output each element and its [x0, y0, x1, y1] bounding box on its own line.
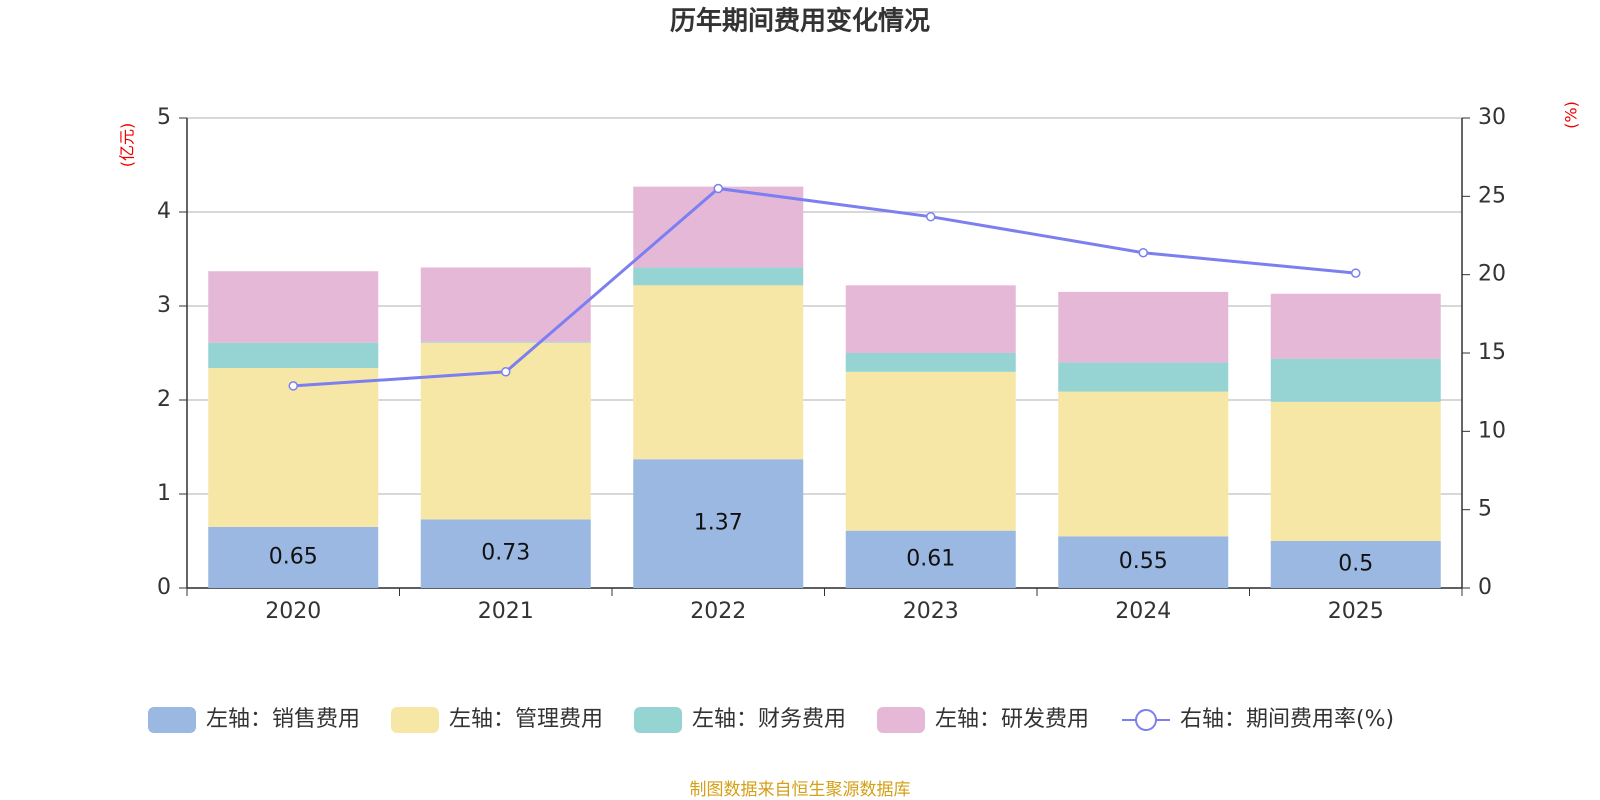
- bar-segment: [1270, 293, 1441, 359]
- bar-segment: [1270, 401, 1441, 541]
- source-note: 制图数据来自恒生聚源数据库: [690, 780, 911, 800]
- bar-segment: [208, 271, 379, 343]
- y2-tick-label: 0: [1478, 575, 1492, 600]
- bar-segment: [1058, 362, 1229, 392]
- bar-segment: [1058, 391, 1229, 537]
- bar-segment: [420, 267, 591, 342]
- line-point: [1138, 247, 1148, 258]
- data-label: 1.37: [694, 511, 743, 536]
- legend-label: 左轴：管理费用: [449, 707, 603, 732]
- y-tick-label: 3: [157, 293, 171, 318]
- y2-axis-label: (%): [1562, 101, 1581, 129]
- line-point: [926, 211, 936, 222]
- legend-swatch: [634, 707, 682, 733]
- x-tick-label: 2025: [1328, 599, 1384, 624]
- bar-segment: [845, 371, 1016, 531]
- bar-segment: [208, 342, 379, 369]
- data-label: 0.65: [269, 544, 318, 569]
- bar-segment: [845, 353, 1016, 372]
- legend-label: 右轴：期间费用率(%): [1180, 707, 1394, 732]
- bar-segment: [420, 341, 591, 343]
- bar-segment: [845, 530, 1016, 588]
- legend-swatch: [877, 707, 925, 733]
- y2-tick-label: 10: [1478, 418, 1506, 443]
- y2-tick-label: 20: [1478, 262, 1506, 287]
- legend-swatch: [1135, 709, 1157, 731]
- bar-segment: [208, 368, 379, 527]
- data-label: 0.55: [1119, 549, 1168, 574]
- bar-segment: [633, 285, 804, 460]
- legend-label: 左轴：财务费用: [692, 707, 846, 732]
- bar-segment: [1270, 358, 1441, 402]
- line-point: [713, 183, 723, 194]
- bar-segment: [1058, 536, 1229, 588]
- bar-segment: [633, 459, 804, 588]
- y-tick-label: 0: [157, 575, 171, 600]
- y-tick-label: 2: [157, 387, 171, 412]
- bar-segment: [633, 267, 804, 286]
- y2-tick-label: 5: [1478, 497, 1492, 522]
- y-tick-label: 4: [157, 199, 171, 224]
- line-point: [1351, 268, 1361, 278]
- legend-label: 左轴：研发费用: [935, 707, 1089, 732]
- y-axis-label: (亿元): [118, 123, 137, 168]
- data-label: 0.5: [1338, 552, 1373, 577]
- data-label: 0.61: [906, 546, 955, 571]
- data-label: 0.73: [481, 541, 530, 566]
- y2-tick-label: 30: [1478, 105, 1506, 130]
- bar-segment: [420, 519, 591, 588]
- y-tick-label: 1: [157, 481, 171, 506]
- legend-label: 左轴：销售费用: [206, 707, 360, 732]
- line-series: [293, 186, 1356, 388]
- bar-segment: [1058, 291, 1229, 363]
- x-tick-label: 2024: [1115, 599, 1171, 624]
- legend-swatch: [148, 707, 196, 733]
- line-point: [288, 381, 298, 391]
- y2-tick-label: 25: [1478, 183, 1506, 208]
- legend-swatch: [391, 707, 439, 733]
- bar-segment: [1270, 541, 1441, 588]
- x-tick-label: 2023: [903, 599, 959, 624]
- bar-segment: [633, 186, 804, 268]
- x-tick-label: 2021: [478, 599, 534, 624]
- bar-segment: [208, 526, 379, 588]
- x-tick-label: 2022: [690, 599, 746, 624]
- chart-title: 历年期间费用变化情况: [670, 6, 930, 37]
- line-point: [501, 367, 511, 377]
- x-tick-label: 2020: [265, 599, 321, 624]
- bar-segment: [845, 285, 1016, 353]
- y2-tick-label: 15: [1478, 340, 1506, 365]
- y-tick-label: 5: [157, 105, 171, 130]
